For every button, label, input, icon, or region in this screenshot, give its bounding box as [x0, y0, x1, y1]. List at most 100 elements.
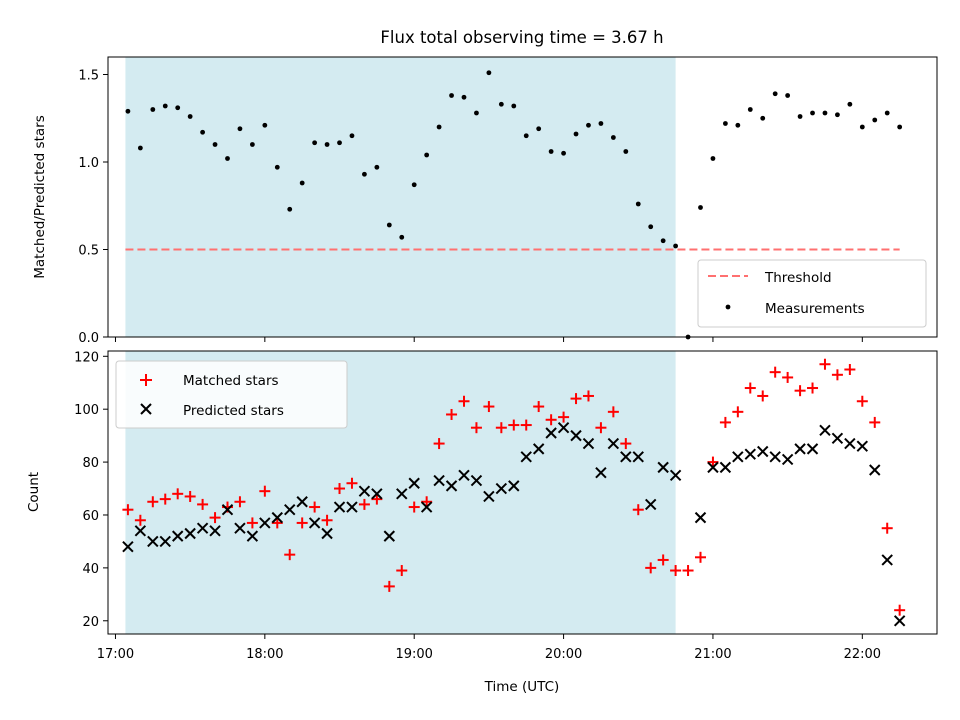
matched-star-point	[520, 419, 532, 431]
matched-star-point	[694, 551, 706, 563]
measurement-point	[274, 164, 280, 170]
matched-star-point	[794, 385, 806, 397]
x-tick-label: 22:00	[844, 647, 881, 662]
bottom-legend-box	[115, 360, 348, 429]
measurement-point	[262, 122, 268, 128]
measurement-point	[561, 150, 566, 156]
measurement-point	[810, 110, 815, 116]
measurement-point	[835, 112, 840, 118]
y-tick-label: 40	[82, 562, 99, 577]
predicted-star-point	[470, 474, 483, 487]
predicted-star-point	[657, 461, 669, 474]
measurement-point	[859, 124, 865, 130]
measurement-point	[673, 243, 679, 249]
measurement-point	[523, 133, 529, 139]
matched-star-point	[458, 395, 470, 407]
top-legend: Threshold Measurements	[697, 259, 927, 328]
matched-star-point	[819, 358, 831, 370]
matched-star-point	[271, 517, 283, 529]
measurement-point	[598, 121, 604, 126]
matched-star-point	[769, 366, 781, 378]
matched-star-point	[408, 501, 420, 513]
y-tick-label: 1.0	[78, 156, 99, 171]
predicted-star-point	[856, 440, 869, 452]
measurement-point	[237, 126, 243, 132]
predicted-star-point	[196, 522, 209, 534]
measurement-point	[386, 222, 392, 228]
measurement-point	[125, 108, 131, 114]
matched-star-point	[122, 504, 134, 516]
bottom-axes-frame	[107, 350, 938, 635]
measurement-point	[175, 105, 181, 111]
measurement-point	[424, 152, 430, 158]
predicted-star-point	[171, 530, 184, 542]
y-tick-label: 1.5	[78, 69, 99, 84]
measurement-point	[884, 110, 890, 116]
predicted-star-point	[881, 554, 893, 566]
matched-star-point	[607, 406, 619, 418]
y-tick-label: 120	[74, 350, 99, 365]
matched-star-point	[209, 512, 221, 524]
predicted-star-point	[582, 437, 595, 450]
predicted-star-point	[209, 525, 221, 537]
measurement-point	[299, 180, 305, 186]
x-tick-label: 18:00	[246, 647, 283, 662]
predicted-star-point	[694, 511, 707, 524]
legend-predicted-swatch	[140, 403, 152, 415]
predicted-star-point	[458, 469, 470, 482]
bottom-panel: 20 40 60 80 100 120 17:00 18:00 19:00 20:00 21:00…	[26, 350, 938, 695]
predicted-star-point	[495, 482, 508, 495]
y-tick-label: 20	[82, 615, 99, 630]
top-y-axis-label: Matched/Predicted stars	[32, 115, 48, 278]
matched-star-point	[184, 490, 196, 502]
predicted-star-point	[221, 503, 234, 516]
y-tick-label: 80	[82, 456, 99, 471]
x-tick-label: 20:00	[545, 647, 582, 662]
measurement-point	[249, 142, 255, 147]
matched-star-point	[732, 406, 744, 418]
measurement-point	[536, 126, 542, 132]
legend-predicted-label: Predicted stars	[183, 403, 284, 419]
y-tick-label: 0.5	[78, 244, 99, 259]
predicted-star-point	[284, 503, 296, 516]
matched-star-point	[246, 517, 258, 529]
measurement-point	[698, 205, 703, 210]
predicted-star-point	[732, 451, 744, 463]
top-legend-box	[697, 259, 927, 328]
top-y-ticks: 0.0 0.5 1.0 1.5	[78, 69, 108, 346]
matched-star-point	[645, 562, 657, 574]
predicted-star-point	[296, 496, 308, 508]
predicted-star-point	[632, 451, 644, 463]
predicted-star-point	[483, 490, 495, 503]
measurement-point	[324, 142, 330, 147]
predicted-star-point	[420, 501, 433, 513]
predicted-star-point	[781, 453, 794, 466]
measurement-point	[760, 115, 766, 121]
matched-star-point	[682, 565, 694, 577]
bottom-x-ticks: 17:00 18:00 19:00 20:00 21:00 22:00	[97, 634, 881, 662]
measurement-point	[486, 70, 492, 76]
matched-star-point	[284, 549, 296, 561]
predicted-star-point	[234, 522, 246, 534]
predicted-star-point	[669, 469, 682, 482]
measurement-point	[573, 131, 579, 137]
measurement-point	[710, 156, 716, 161]
measurement-point	[586, 122, 591, 128]
measurement-point	[511, 103, 517, 109]
matched-star-point	[508, 419, 520, 431]
matched-star-point	[495, 422, 507, 434]
predicted-star-point	[570, 429, 582, 442]
legend-matched-label: Matched stars	[183, 373, 279, 389]
measurement-point	[461, 94, 467, 100]
measurement-point	[660, 238, 666, 244]
predicted-star-point	[893, 615, 906, 627]
predicted-star-point	[346, 501, 358, 513]
predicted-star-point	[844, 437, 856, 450]
measurement-point	[312, 140, 318, 146]
x-axis-label: Time (UTC)	[484, 679, 560, 695]
predicted-star-point	[645, 498, 657, 511]
matched-star-point	[707, 456, 719, 468]
predicted-star-point	[259, 517, 271, 529]
matched-star-point	[371, 493, 383, 505]
